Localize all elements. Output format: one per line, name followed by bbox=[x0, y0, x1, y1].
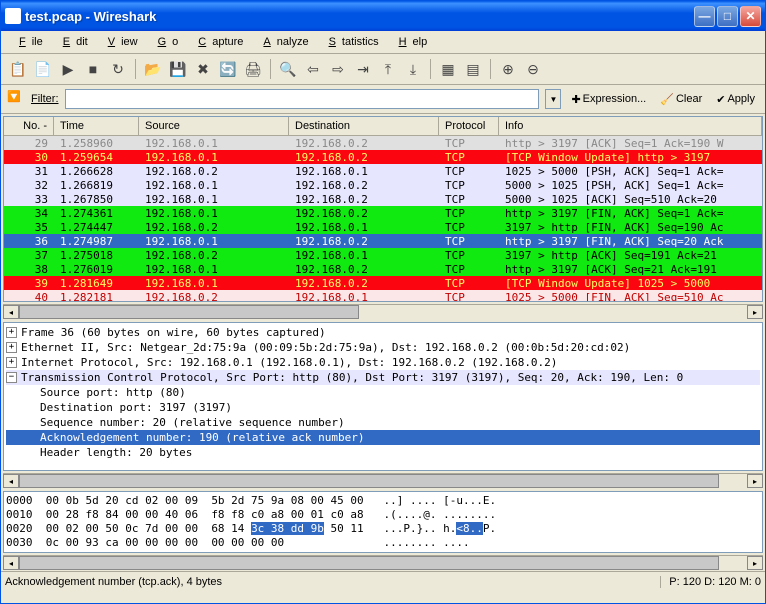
minimize-button[interactable]: — bbox=[694, 6, 715, 27]
menu-go[interactable]: Go bbox=[146, 34, 185, 50]
tb-goto-icon[interactable]: ⇥ bbox=[352, 58, 374, 80]
main-toolbar: 📋 📄 ▶ ■ ↻ 📂 💾 ✖ 🔄 🖨 🔍 ⇦ ⇨ ⇥ ⤒ ⤓ ▦ ▤ ⊕ ⊖ bbox=[1, 54, 765, 85]
tb-start-icon[interactable]: ▶ bbox=[57, 58, 79, 80]
apply-button[interactable]: ✔ Apply bbox=[712, 91, 759, 108]
menu-file[interactable]: File bbox=[7, 34, 49, 50]
scroll-thumb[interactable] bbox=[19, 556, 719, 570]
window-title: test.pcap - Wireshark bbox=[25, 9, 694, 24]
status-right: P: 120 D: 120 M: 0 bbox=[661, 576, 761, 588]
table-row[interactable]: 401.282181192.168.0.2192.168.0.1TCP1025 … bbox=[4, 290, 762, 302]
scroll-left-icon[interactable]: ◂ bbox=[3, 474, 19, 488]
tree-ip[interactable]: +Internet Protocol, Src: 192.168.0.1 (19… bbox=[6, 355, 760, 370]
apply-icon: ✔ bbox=[716, 93, 725, 106]
scroll-left-icon[interactable]: ◂ bbox=[3, 305, 19, 319]
menu-statistics[interactable]: Statistics bbox=[317, 34, 385, 50]
menubar: File Edit View Go Capture Analyze Statis… bbox=[1, 31, 765, 54]
table-row[interactable]: 391.281649192.168.0.1192.168.0.2TCP[TCP … bbox=[4, 276, 762, 290]
tb-zoomout-icon[interactable]: ⊖ bbox=[522, 58, 544, 80]
tb-colorize-icon[interactable]: ▦ bbox=[437, 58, 459, 80]
col-source[interactable]: Source bbox=[139, 117, 289, 135]
scroll-thumb[interactable] bbox=[19, 474, 719, 488]
packet-details-pane[interactable]: +Frame 36 (60 bytes on wire, 60 bytes ca… bbox=[3, 322, 763, 471]
filter-dropdown[interactable]: ▼ bbox=[545, 89, 561, 109]
tree-seq[interactable]: Sequence number: 20 (relative sequence n… bbox=[6, 415, 760, 430]
tb-autoscroll-icon[interactable]: ▤ bbox=[462, 58, 484, 80]
tb-close-icon[interactable]: ✖ bbox=[192, 58, 214, 80]
tree-srcport[interactable]: Source port: http (80) bbox=[6, 385, 760, 400]
tb-last-icon[interactable]: ⤓ bbox=[402, 58, 424, 80]
menu-edit[interactable]: Edit bbox=[51, 34, 94, 50]
filter-icon[interactable]: 🔽 bbox=[7, 90, 25, 108]
packet-list-pane[interactable]: No. - Time Source Destination Protocol I… bbox=[3, 116, 763, 302]
tb-reload-icon[interactable]: 🔄 bbox=[217, 58, 239, 80]
bytes-hscroll[interactable]: ◂ ▸ bbox=[3, 555, 763, 571]
tb-print-icon[interactable]: 🖨 bbox=[242, 58, 264, 80]
titlebar: test.pcap - Wireshark — □ ✕ bbox=[1, 1, 765, 31]
menu-help[interactable]: Help bbox=[387, 34, 434, 50]
expand-icon[interactable]: + bbox=[6, 327, 17, 338]
scroll-left-icon[interactable]: ◂ bbox=[3, 556, 19, 570]
tree-dstport[interactable]: Destination port: 3197 (3197) bbox=[6, 400, 760, 415]
tree-tcp[interactable]: −Transmission Control Protocol, Src Port… bbox=[6, 370, 760, 385]
filter-label: Filter: bbox=[31, 93, 59, 105]
clear-button[interactable]: 🧹 Clear bbox=[656, 91, 706, 108]
tb-options-icon[interactable]: 📄 bbox=[32, 58, 54, 80]
filter-input[interactable] bbox=[65, 89, 540, 109]
statusbar: Acknowledgement number (tcp.ack), 4 byte… bbox=[1, 571, 765, 591]
expression-button[interactable]: ✚ Expression... bbox=[567, 91, 650, 108]
expand-icon[interactable]: + bbox=[6, 357, 17, 368]
tree-frame[interactable]: +Frame 36 (60 bytes on wire, 60 bytes ca… bbox=[6, 325, 760, 340]
tree-hlen[interactable]: Header length: 20 bytes bbox=[6, 445, 760, 460]
table-row[interactable]: 371.275018192.168.0.2192.168.0.1TCP3197 … bbox=[4, 248, 762, 262]
hex-selected: 3c 38 dd 9b bbox=[251, 522, 324, 535]
tb-save-icon[interactable]: 💾 bbox=[167, 58, 189, 80]
filter-toolbar: 🔽 Filter: ▼ ✚ Expression... 🧹 Clear ✔ Ap… bbox=[1, 85, 765, 114]
tb-interfaces-icon[interactable]: 📋 bbox=[7, 58, 29, 80]
tb-stop-icon[interactable]: ■ bbox=[82, 58, 104, 80]
table-row[interactable]: 321.266819192.168.0.1192.168.0.2TCP5000 … bbox=[4, 178, 762, 192]
table-row[interactable]: 291.258960192.168.0.1192.168.0.2TCPhttp … bbox=[4, 136, 762, 150]
tb-forward-icon[interactable]: ⇨ bbox=[327, 58, 349, 80]
tb-open-icon[interactable]: 📂 bbox=[142, 58, 164, 80]
scroll-right-icon[interactable]: ▸ bbox=[747, 556, 763, 570]
tb-first-icon[interactable]: ⤒ bbox=[377, 58, 399, 80]
scroll-thumb[interactable] bbox=[19, 305, 359, 319]
expand-icon[interactable]: + bbox=[6, 342, 17, 353]
packet-bytes-pane[interactable]: 0000 00 0b 5d 20 cd 02 00 09 5b 2d 75 9a… bbox=[3, 491, 763, 553]
tree-ack-selected[interactable]: Acknowledgement number: 190 (relative ac… bbox=[6, 430, 760, 445]
tree-ethernet[interactable]: +Ethernet II, Src: Netgear_2d:75:9a (00:… bbox=[6, 340, 760, 355]
tb-back-icon[interactable]: ⇦ bbox=[302, 58, 324, 80]
tb-restart-icon[interactable]: ↻ bbox=[107, 58, 129, 80]
plus-icon: ✚ bbox=[571, 93, 580, 106]
tb-zoomin-icon[interactable]: ⊕ bbox=[497, 58, 519, 80]
col-info[interactable]: Info bbox=[499, 117, 762, 135]
details-hscroll[interactable]: ◂ ▸ bbox=[3, 473, 763, 489]
app-icon bbox=[5, 8, 21, 24]
scroll-right-icon[interactable]: ▸ bbox=[747, 474, 763, 488]
status-left: Acknowledgement number (tcp.ack), 4 byte… bbox=[5, 576, 661, 588]
scroll-right-icon[interactable]: ▸ bbox=[747, 305, 763, 319]
menu-analyze[interactable]: Analyze bbox=[251, 34, 314, 50]
table-row[interactable]: 381.276019192.168.0.1192.168.0.2TCPhttp … bbox=[4, 262, 762, 276]
col-protocol[interactable]: Protocol bbox=[439, 117, 499, 135]
tb-find-icon[interactable]: 🔍 bbox=[277, 58, 299, 80]
col-destination[interactable]: Destination bbox=[289, 117, 439, 135]
maximize-button[interactable]: □ bbox=[717, 6, 738, 27]
menu-view[interactable]: View bbox=[96, 34, 144, 50]
packet-list-hscroll[interactable]: ◂ ▸ bbox=[3, 304, 763, 320]
table-row[interactable]: 301.259654192.168.0.1192.168.0.2TCP[TCP … bbox=[4, 150, 762, 164]
table-row[interactable]: 311.266628192.168.0.2192.168.0.1TCP1025 … bbox=[4, 164, 762, 178]
clear-icon: 🧹 bbox=[660, 93, 674, 106]
table-row[interactable]: 341.274361192.168.0.1192.168.0.2TCPhttp … bbox=[4, 206, 762, 220]
col-no[interactable]: No. - bbox=[4, 117, 54, 135]
table-row[interactable]: 331.267850192.168.0.1192.168.0.2TCP5000 … bbox=[4, 192, 762, 206]
packet-list-header[interactable]: No. - Time Source Destination Protocol I… bbox=[4, 117, 762, 136]
table-row[interactable]: 351.274447192.168.0.2192.168.0.1TCP3197 … bbox=[4, 220, 762, 234]
close-button[interactable]: ✕ bbox=[740, 6, 761, 27]
collapse-icon[interactable]: − bbox=[6, 372, 17, 383]
col-time[interactable]: Time bbox=[54, 117, 139, 135]
menu-capture[interactable]: Capture bbox=[186, 34, 249, 50]
table-row[interactable]: 361.274987192.168.0.1192.168.0.2TCPhttp … bbox=[4, 234, 762, 248]
